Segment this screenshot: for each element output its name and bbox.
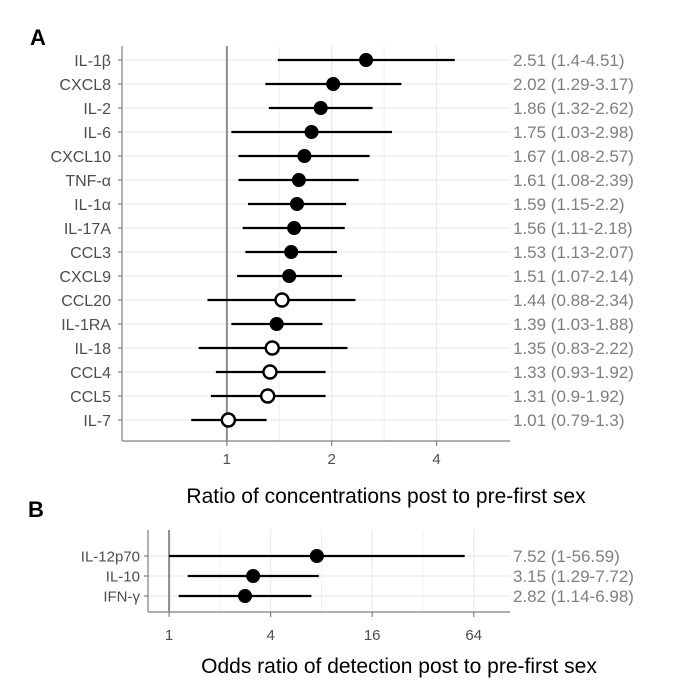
estimate-label: 1.51 (1.07-2.14)	[513, 267, 634, 286]
row-label: IL-10	[106, 568, 140, 585]
point-estimate-filled	[282, 269, 297, 283]
estimate-label: 1.35 (0.83-2.22)	[513, 339, 634, 358]
row-label: CCL5	[70, 389, 111, 406]
point-estimate-filled	[269, 317, 284, 331]
point-estimate-open	[259, 388, 276, 404]
estimate-label: 1.67 (1.08-2.57)	[513, 147, 634, 166]
row-label: IL-1RA	[61, 317, 111, 334]
row-label: CCL4	[70, 365, 111, 382]
row-label: IL-7	[83, 413, 111, 430]
estimate-label: 1.59 (1.15-2.2)	[513, 195, 625, 214]
point-estimate-filled	[326, 77, 341, 91]
estimate-label: 7.52 (1-56.59)	[513, 547, 620, 566]
x-tick-label: 4	[266, 627, 274, 644]
point-estimate-open	[274, 292, 290, 308]
x-axis-title: Odds ratio of detection post to pre-firs…	[201, 655, 597, 678]
x-tick-label: 64	[465, 627, 482, 644]
row-label: IL-17A	[64, 221, 111, 238]
point-estimate-open	[262, 364, 278, 380]
estimate-label: 1.44 (0.88-2.34)	[513, 291, 634, 310]
panel-label: A	[30, 25, 46, 50]
estimate-label: 1.86 (1.32-2.62)	[513, 99, 634, 118]
estimate-label: 1.39 (1.03-1.88)	[513, 315, 634, 334]
x-tick-label: 4	[432, 451, 440, 468]
row-label: CCL20	[61, 293, 111, 310]
point-estimate-filled	[246, 569, 261, 583]
point-estimate-filled	[313, 101, 328, 115]
row-label: CXCL8	[59, 77, 111, 94]
estimate-label: 1.53 (1.13-2.07)	[513, 243, 634, 262]
estimate-label: 1.31 (0.9-1.92)	[513, 387, 625, 406]
point-estimate-filled	[309, 549, 324, 563]
x-tick-label: 16	[364, 627, 381, 644]
estimate-label: 1.33 (0.93-1.92)	[513, 363, 634, 382]
point-estimate-open	[220, 412, 237, 428]
row-label: CCL3	[70, 245, 111, 262]
row-label: TNF-α	[65, 173, 111, 190]
row-label: IL-18	[75, 341, 112, 358]
point-estimate-open	[264, 340, 280, 356]
row-label: CXCL9	[59, 269, 111, 286]
x-axis-title: Ratio of concentrations post to pre-firs…	[186, 485, 586, 508]
row-label: IFN-γ	[103, 588, 140, 605]
estimate-label: 1.61 (1.08-2.39)	[513, 171, 634, 190]
point-estimate-filled	[287, 221, 302, 235]
estimate-label: 2.02 (1.29-3.17)	[513, 75, 634, 94]
estimate-label: 1.75 (1.03-2.98)	[513, 123, 634, 142]
row-label: IL-12p70	[81, 548, 140, 565]
point-estimate-filled	[284, 245, 299, 259]
x-tick-label: 2	[328, 451, 336, 468]
panel-label: B	[28, 497, 44, 522]
row-label: IL-6	[83, 125, 111, 142]
point-estimate-filled	[304, 125, 319, 139]
estimate-label: 2.82 (1.14-6.98)	[513, 587, 634, 606]
point-estimate-filled	[359, 53, 374, 67]
row-label: IL-1α	[74, 197, 111, 214]
estimate-label: 2.51 (1.4-4.51)	[513, 51, 625, 70]
panel-a: A 1 2 4 IL-1β 2.51 (1.4-4.51) CXCL8 2.02 (1.29-…	[30, 25, 634, 508]
estimate-label: 3.15 (1.29-7.72)	[513, 567, 634, 586]
row-label: IL-2	[83, 101, 111, 118]
point-estimate-filled	[297, 149, 312, 163]
row-label: IL-1β	[74, 53, 111, 70]
x-tick-label: 1	[165, 627, 173, 644]
panel-b: B 1 4 16 64 IL-12p70 7.52 (1-56.59) IL-10 3.15 (…	[28, 497, 634, 678]
row-label: CXCL10	[51, 149, 112, 166]
point-estimate-filled	[238, 589, 253, 603]
estimate-label: 1.01 (0.79-1.3)	[513, 411, 625, 430]
point-estimate-filled	[291, 173, 306, 187]
x-tick-label: 1	[223, 451, 231, 468]
estimate-label: 1.56 (1.11-2.18)	[513, 219, 633, 238]
point-estimate-filled	[290, 197, 305, 211]
